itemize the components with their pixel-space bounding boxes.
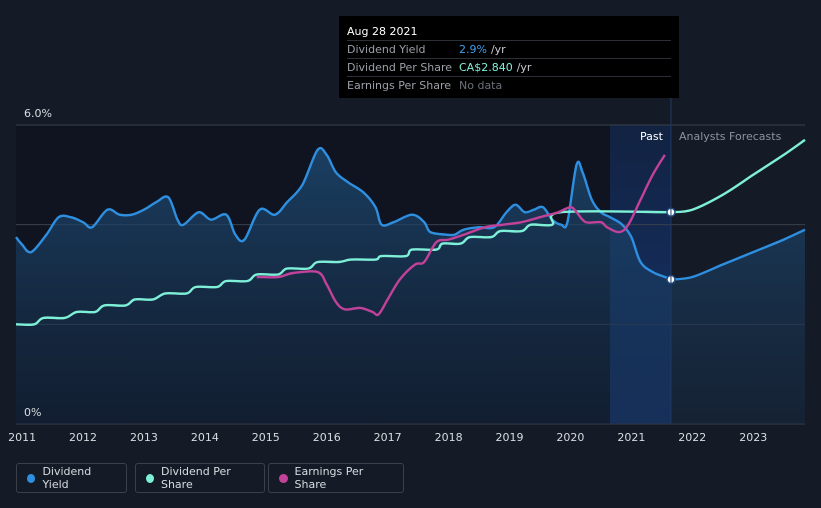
y-axis-label-bottom: 0% <box>24 406 41 419</box>
tooltip-unit: /yr <box>516 61 532 74</box>
x-tick-label: 2012 <box>69 431 97 444</box>
x-tick-label: 2019 <box>496 431 524 444</box>
tooltip-row-dividend-per-share: Dividend Per Share CA$2.840 /yr <box>347 58 671 76</box>
legend-label: Earnings Per Share <box>294 465 364 491</box>
y-axis-label-top: 6.0% <box>24 107 52 120</box>
tooltip-value: 2.9% <box>459 43 487 56</box>
earnings-per-share-line <box>256 154 666 317</box>
tooltip-value: No data <box>459 79 503 92</box>
x-tick-label: 2011 <box>8 431 36 444</box>
tooltip-unit: /yr <box>490 43 506 56</box>
legend-dividend-yield[interactable]: Dividend Yield <box>16 463 127 493</box>
tooltip-date: Aug 28 2021 <box>347 25 418 38</box>
dividend-per-share-forecast-line <box>670 138 806 214</box>
tooltip-label: Dividend Per Share <box>347 61 453 74</box>
forecast-label: Analysts Forecasts <box>679 130 782 143</box>
tooltip-row-dividend-yield: Dividend Yield 2.9% /yr <box>347 40 671 58</box>
dividend-per-share-line <box>15 210 672 326</box>
legend-dot-icon <box>27 473 36 483</box>
legend-dividend-per-share[interactable]: Dividend Per Share <box>135 463 265 493</box>
x-tick-label: 2018 <box>435 431 463 444</box>
dividend-yield-forecast-line <box>670 228 806 281</box>
x-tick-label: 2021 <box>617 431 645 444</box>
legend-dot-icon <box>146 473 154 483</box>
x-tick-label: 2013 <box>130 431 158 444</box>
tooltip: Aug 28 2021 Dividend Yield 2.9% /yr Divi… <box>339 16 679 98</box>
x-tick-label: 2022 <box>678 431 706 444</box>
tooltip-row-earnings-per-share: Earnings Per Share No data <box>347 76 671 94</box>
legend-label: Dividend Yield <box>42 465 92 491</box>
x-tick-label: 2023 <box>739 431 767 444</box>
x-tick-label: 2014 <box>191 431 219 444</box>
legend-label: Dividend Per Share <box>160 465 231 491</box>
past-label: Past <box>640 130 664 143</box>
tooltip-label: Dividend Yield <box>347 43 426 56</box>
legend-earnings-per-share[interactable]: Earnings Per Share <box>268 463 404 493</box>
x-tick-label: 2015 <box>252 431 280 444</box>
tooltip-label: Earnings Per Share <box>347 79 452 92</box>
x-tick-label: 2017 <box>374 431 402 444</box>
legend-dot-icon <box>279 473 288 483</box>
dividend-yield-line <box>15 146 672 281</box>
tooltip-value: CA$2.840 <box>459 61 513 74</box>
x-tick-label: 2016 <box>313 431 341 444</box>
x-tick-label: 2020 <box>556 431 584 444</box>
